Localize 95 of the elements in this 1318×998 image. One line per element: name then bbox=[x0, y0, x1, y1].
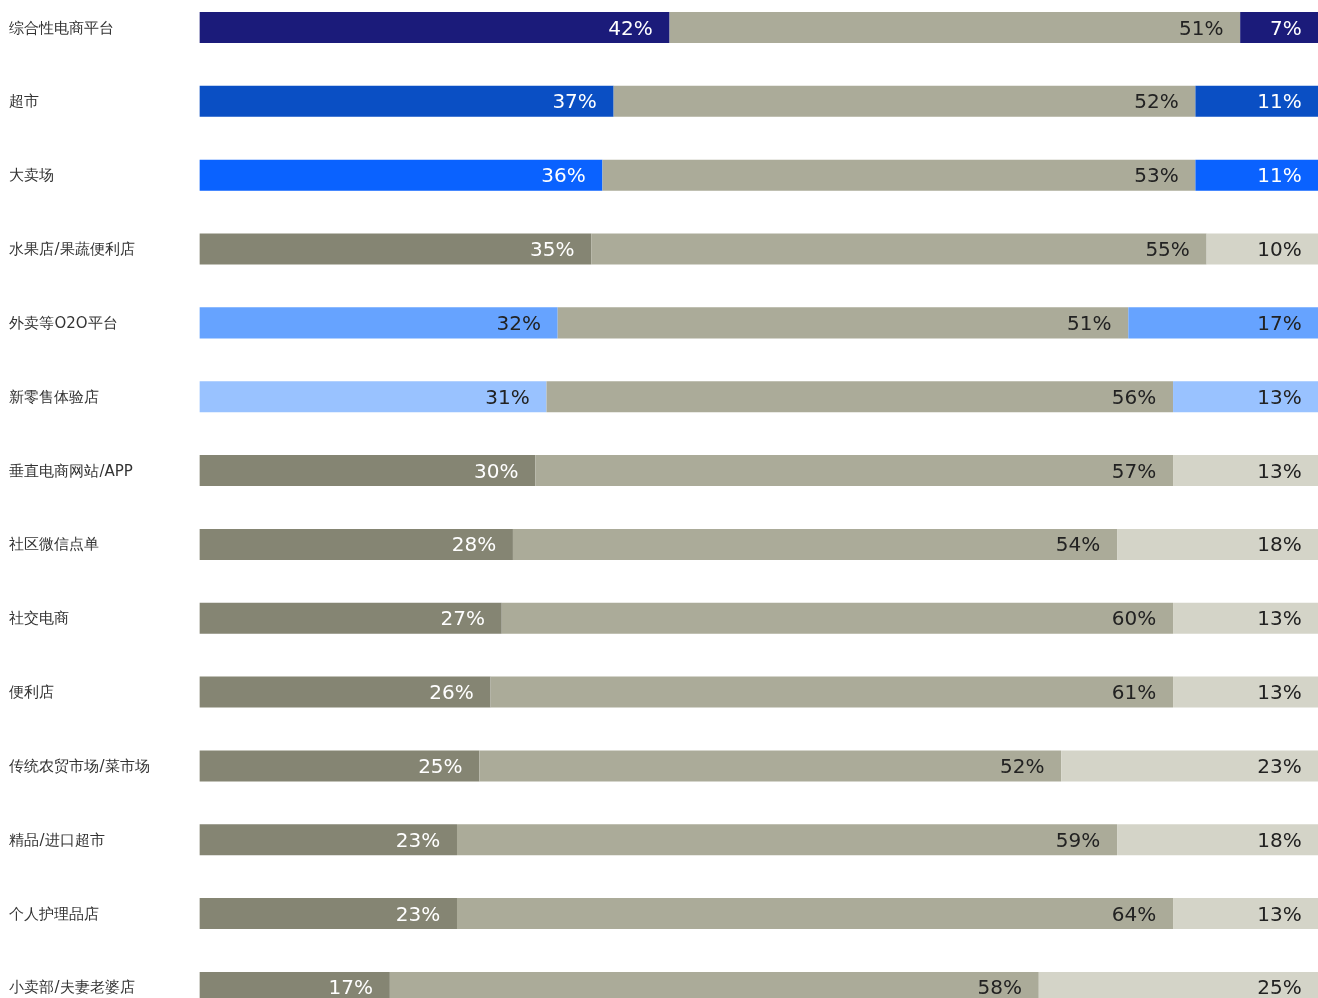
y-tick-label: 精品/进口超市 bbox=[9, 830, 105, 849]
bar bbox=[1117, 528, 1318, 560]
bar bbox=[1117, 824, 1318, 856]
data-label: 17% bbox=[328, 975, 374, 998]
bar bbox=[1173, 455, 1318, 487]
bar bbox=[199, 159, 603, 191]
y-tick-label: 社交电商 bbox=[9, 609, 70, 628]
data-label: 23% bbox=[1257, 753, 1302, 778]
data-label: 61% bbox=[1111, 680, 1157, 705]
data-label: 13% bbox=[1257, 680, 1302, 705]
data-label: 18% bbox=[1257, 532, 1302, 557]
data-label: 11% bbox=[1257, 89, 1302, 114]
bar bbox=[1173, 602, 1318, 634]
data-label: 26% bbox=[429, 680, 474, 705]
data-label: 42% bbox=[608, 15, 653, 40]
bar bbox=[199, 676, 491, 708]
data-label: 36% bbox=[541, 163, 586, 188]
data-label: 58% bbox=[977, 975, 1023, 998]
data-label: 17% bbox=[1257, 310, 1302, 335]
data-label: 64% bbox=[1111, 901, 1157, 926]
data-label: 13% bbox=[1257, 458, 1302, 483]
bar bbox=[1061, 750, 1318, 782]
bar bbox=[456, 824, 1118, 856]
bar bbox=[501, 602, 1174, 634]
data-label: 56% bbox=[1111, 384, 1157, 409]
data-label: 35% bbox=[530, 237, 575, 262]
bar bbox=[199, 528, 513, 560]
data-label: 32% bbox=[496, 310, 541, 335]
bar bbox=[199, 824, 457, 856]
bar bbox=[199, 233, 592, 265]
bar bbox=[199, 750, 480, 782]
y-tick-label: 社区微信点单 bbox=[9, 535, 100, 554]
bar bbox=[512, 528, 1118, 560]
data-label: 31% bbox=[485, 384, 530, 409]
bar bbox=[456, 898, 1174, 930]
data-label: 51% bbox=[1178, 15, 1224, 40]
bar bbox=[199, 898, 457, 930]
data-label: 53% bbox=[1134, 163, 1179, 188]
data-label: 11% bbox=[1257, 163, 1302, 188]
bar bbox=[199, 381, 547, 413]
bar bbox=[1195, 159, 1318, 191]
data-label: 54% bbox=[1055, 532, 1101, 557]
bar bbox=[490, 676, 1174, 708]
bar bbox=[1173, 381, 1318, 413]
bar bbox=[199, 85, 614, 117]
data-label: 25% bbox=[418, 753, 463, 778]
bar bbox=[1206, 233, 1318, 265]
bar bbox=[1240, 12, 1318, 44]
y-tick-label: 超市 bbox=[9, 92, 40, 111]
data-label: 18% bbox=[1257, 827, 1302, 852]
y-tick-label: 综合性电商平台 bbox=[9, 18, 115, 37]
bar bbox=[479, 750, 1062, 782]
data-label: 30% bbox=[474, 458, 519, 483]
y-tick-label: 个人护理品店 bbox=[9, 904, 100, 923]
bar bbox=[613, 85, 1196, 117]
data-label: 60% bbox=[1111, 606, 1157, 631]
data-label: 28% bbox=[451, 532, 497, 557]
bar bbox=[1195, 85, 1318, 117]
data-label: 13% bbox=[1257, 606, 1302, 631]
data-label: 27% bbox=[440, 606, 485, 631]
data-label: 10% bbox=[1257, 237, 1302, 262]
bar bbox=[199, 307, 558, 339]
y-tick-label: 传统农贸市场/菜市场 bbox=[9, 756, 150, 775]
y-tick-label: 便利店 bbox=[9, 683, 55, 702]
data-label: 23% bbox=[395, 827, 441, 852]
data-label: 13% bbox=[1257, 384, 1302, 409]
bar bbox=[199, 602, 502, 634]
bar bbox=[199, 455, 536, 487]
bar bbox=[591, 233, 1207, 265]
bar bbox=[602, 159, 1196, 191]
bar bbox=[199, 12, 670, 44]
data-label: 59% bbox=[1055, 827, 1101, 852]
data-label: 55% bbox=[1145, 237, 1190, 262]
y-tick-label: 水果店/果蔬便利店 bbox=[9, 240, 135, 259]
data-label: 51% bbox=[1067, 310, 1112, 335]
y-tick-label: 小卖部/夫妻老婆店 bbox=[9, 978, 135, 997]
data-label: 52% bbox=[999, 753, 1045, 778]
data-label: 52% bbox=[1134, 89, 1179, 114]
bar bbox=[1173, 898, 1318, 930]
data-label: 7% bbox=[1269, 15, 1302, 40]
bar bbox=[535, 455, 1174, 487]
bar bbox=[557, 307, 1129, 339]
bar bbox=[669, 12, 1241, 44]
y-tick-label: 垂直电商网站/APP bbox=[9, 461, 133, 480]
bar bbox=[1128, 307, 1318, 339]
bar bbox=[546, 381, 1174, 413]
data-label: 57% bbox=[1111, 458, 1157, 483]
data-label: 23% bbox=[395, 901, 441, 926]
data-label: 13% bbox=[1257, 901, 1302, 926]
bar bbox=[1173, 676, 1318, 708]
data-label: 25% bbox=[1257, 975, 1302, 998]
data-label: 37% bbox=[552, 89, 597, 114]
y-tick-label: 大卖场 bbox=[9, 166, 55, 185]
y-tick-label: 外卖等O2O平台 bbox=[9, 313, 118, 332]
y-tick-label: 新零售体验店 bbox=[9, 387, 100, 406]
